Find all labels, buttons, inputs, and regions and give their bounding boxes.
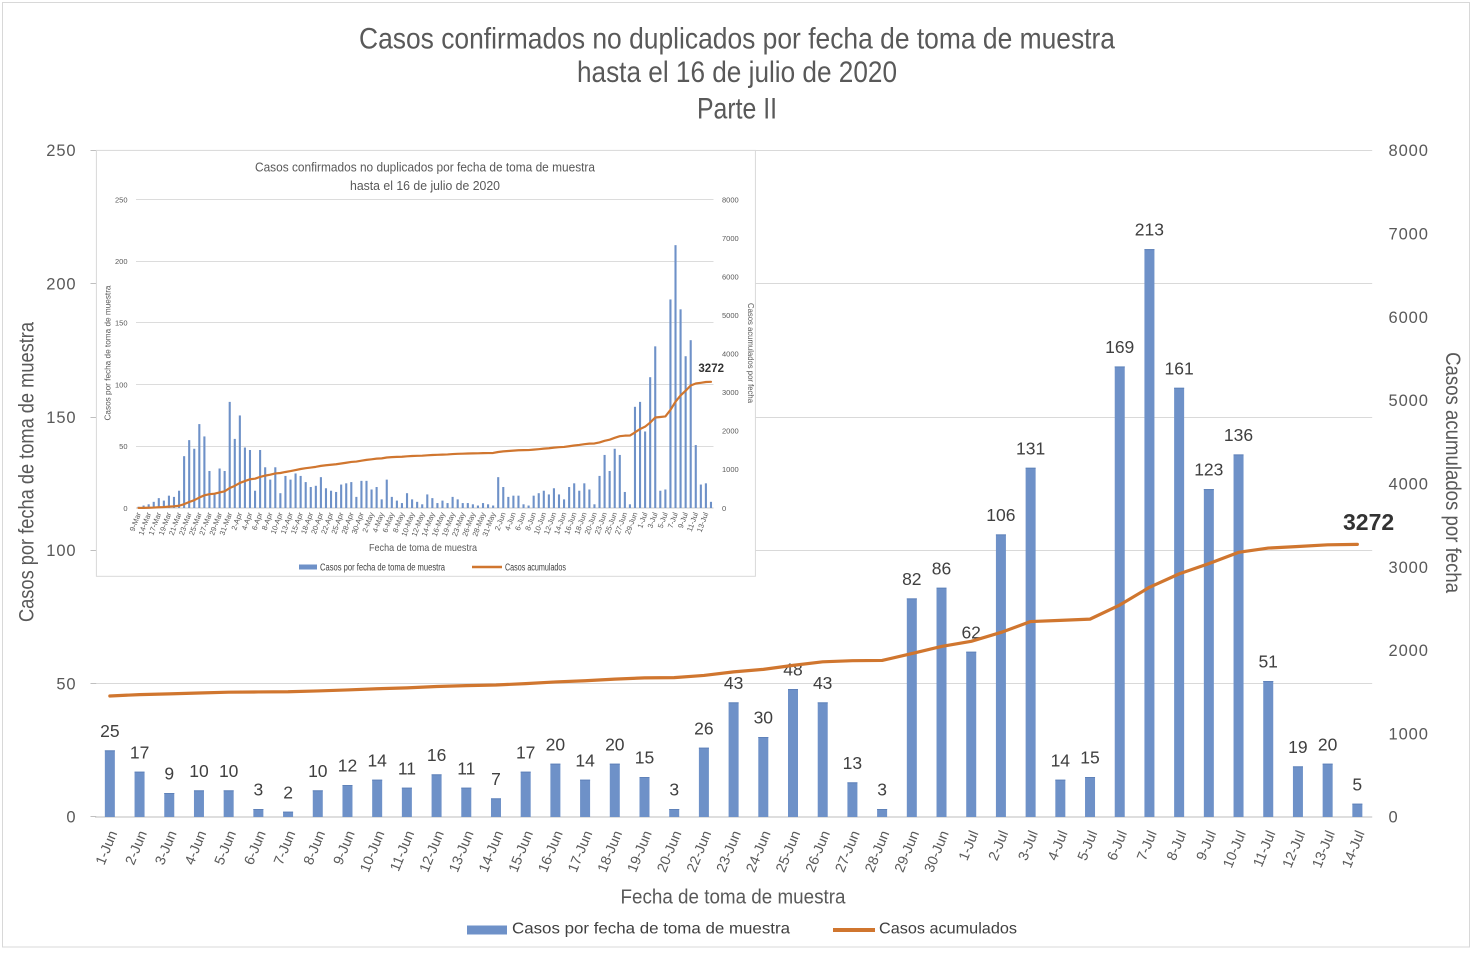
svg-text:20: 20	[546, 734, 566, 754]
svg-text:14: 14	[1051, 750, 1071, 770]
svg-text:12: 12	[338, 756, 357, 776]
svg-text:7: 7	[491, 769, 501, 789]
svg-text:20: 20	[605, 734, 625, 754]
svg-text:200: 200	[115, 257, 128, 266]
svg-text:43: 43	[724, 673, 743, 693]
svg-text:200: 200	[46, 276, 76, 294]
svg-text:26: 26	[694, 718, 713, 738]
svg-text:82: 82	[902, 569, 921, 589]
svg-text:8000: 8000	[722, 195, 739, 204]
svg-text:19: 19	[1288, 737, 1307, 757]
svg-text:14: 14	[367, 750, 387, 770]
svg-text:10: 10	[189, 761, 209, 781]
svg-text:100: 100	[115, 380, 128, 389]
svg-text:100: 100	[46, 542, 76, 560]
svg-text:10: 10	[308, 761, 328, 781]
svg-text:0: 0	[1389, 809, 1399, 827]
svg-text:25: 25	[100, 721, 119, 741]
svg-text:Casos por fecha de toma de mue: Casos por fecha de toma de muestra	[104, 285, 113, 421]
svg-text:13: 13	[843, 753, 862, 773]
svg-text:14: 14	[575, 750, 595, 770]
svg-text:136: 136	[1224, 425, 1253, 445]
svg-text:15: 15	[1080, 748, 1099, 768]
svg-text:250: 250	[115, 195, 128, 204]
svg-text:4000: 4000	[1389, 475, 1429, 493]
svg-text:0: 0	[66, 809, 76, 827]
svg-text:5000: 5000	[1389, 392, 1429, 410]
svg-text:169: 169	[1105, 337, 1134, 357]
svg-text:Casos por fecha de toma de mue: Casos por fecha de toma de muestra	[320, 563, 445, 574]
svg-text:213: 213	[1135, 220, 1164, 240]
svg-text:4000: 4000	[722, 350, 739, 359]
svg-text:5000: 5000	[722, 311, 739, 320]
svg-text:0: 0	[722, 504, 726, 513]
svg-text:Casos confirmados no duplicado: Casos confirmados no duplicados por fech…	[255, 161, 595, 175]
svg-text:86: 86	[932, 558, 951, 578]
svg-text:0: 0	[123, 504, 127, 513]
svg-text:Parte II: Parte II	[697, 93, 777, 126]
svg-text:Casos acumulados: Casos acumulados	[505, 563, 566, 574]
svg-text:7000: 7000	[722, 234, 739, 243]
svg-text:7000: 7000	[1389, 226, 1429, 244]
svg-text:8000: 8000	[1389, 142, 1429, 160]
svg-text:150: 150	[46, 409, 76, 427]
svg-text:10: 10	[219, 761, 239, 781]
svg-text:Fecha de toma de muestra: Fecha de toma de muestra	[369, 542, 477, 554]
svg-text:Casos acumulados por fecha: Casos acumulados por fecha	[746, 303, 755, 404]
svg-text:Casos por fecha de toma de mue: Casos por fecha de toma de muestra	[16, 322, 39, 622]
svg-text:Casos acumulados: Casos acumulados	[879, 921, 1017, 938]
svg-text:Casos acumulados por fecha: Casos acumulados por fecha	[1441, 352, 1464, 593]
svg-text:Casos confirmados no duplicado: Casos confirmados no duplicados por fech…	[359, 23, 1115, 56]
svg-text:Casos por fecha de toma de mue: Casos por fecha de toma de muestra	[512, 921, 790, 938]
svg-text:6000: 6000	[722, 272, 739, 281]
svg-text:123: 123	[1194, 460, 1223, 480]
svg-text:6000: 6000	[1389, 309, 1429, 327]
svg-text:3272: 3272	[698, 363, 724, 375]
svg-text:15: 15	[635, 748, 654, 768]
svg-text:3272: 3272	[1343, 509, 1394, 535]
svg-text:2000: 2000	[722, 427, 739, 436]
svg-text:hasta el 16 de julio de 2020: hasta el 16 de julio de 2020	[350, 179, 500, 193]
svg-text:9: 9	[164, 764, 174, 784]
svg-text:17: 17	[516, 742, 535, 762]
svg-text:2000: 2000	[1389, 642, 1429, 660]
svg-text:3000: 3000	[1389, 559, 1429, 577]
svg-text:3000: 3000	[722, 388, 739, 397]
svg-text:250: 250	[46, 142, 76, 160]
svg-text:16: 16	[427, 745, 446, 765]
svg-text:62: 62	[961, 622, 980, 642]
svg-text:5: 5	[1352, 774, 1362, 794]
svg-text:161: 161	[1164, 358, 1193, 378]
svg-text:1000: 1000	[1389, 725, 1429, 743]
svg-text:43: 43	[813, 673, 832, 693]
svg-text:131: 131	[1016, 438, 1045, 458]
svg-text:48: 48	[783, 660, 802, 680]
svg-text:1000: 1000	[722, 465, 739, 474]
svg-text:11: 11	[457, 758, 475, 778]
svg-text:17: 17	[130, 742, 149, 762]
svg-text:3: 3	[877, 780, 887, 800]
svg-text:20: 20	[1318, 734, 1338, 754]
svg-text:2: 2	[283, 782, 293, 802]
svg-text:51: 51	[1258, 652, 1277, 672]
svg-text:3: 3	[254, 780, 264, 800]
svg-text:11: 11	[398, 758, 416, 778]
svg-text:Fecha de toma de muestra: Fecha de toma de muestra	[621, 886, 847, 909]
svg-text:106: 106	[986, 505, 1015, 525]
svg-text:3: 3	[669, 780, 679, 800]
svg-text:hasta el 16 de julio de 2020: hasta el 16 de julio de 2020	[577, 56, 897, 89]
svg-text:150: 150	[115, 319, 128, 328]
svg-text:50: 50	[56, 675, 76, 693]
svg-text:30: 30	[754, 708, 774, 728]
svg-text:50: 50	[119, 442, 127, 451]
